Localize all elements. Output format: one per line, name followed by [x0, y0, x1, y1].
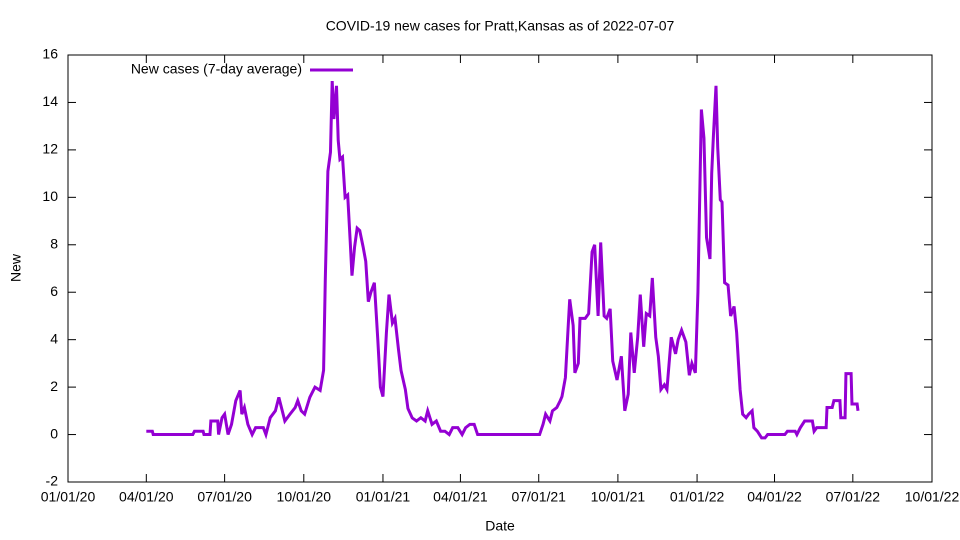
x-tick-label: 07/01/20 [197, 489, 252, 505]
y-tick-label: 2 [50, 378, 58, 394]
y-tick-label: 8 [50, 235, 58, 251]
x-tick-label: 10/01/20 [277, 489, 332, 505]
x-tick-label: 04/01/22 [747, 489, 802, 505]
x-tick-label: 07/01/21 [511, 489, 566, 505]
legend-label: New cases (7-day average) [131, 61, 302, 77]
y-tick-label: 16 [42, 46, 58, 62]
y-tick-label: 12 [42, 141, 58, 157]
x-tick-label: 01/01/20 [41, 489, 96, 505]
x-tick-label: 10/01/22 [905, 489, 960, 505]
x-tick-label: 01/01/21 [356, 489, 411, 505]
plot-frame [67, 54, 933, 483]
x-tick-label: 07/01/22 [826, 489, 881, 505]
y-tick-label: 0 [50, 425, 58, 441]
chart-title: COVID-19 new cases for Pratt,Kansas as o… [326, 18, 675, 34]
x-axis-label: Date [485, 518, 515, 534]
y-tick-label: -2 [46, 473, 59, 489]
data-line [146, 81, 860, 440]
x-tick-label: 01/01/22 [670, 489, 725, 505]
y-axis-label: New [8, 253, 24, 282]
y-tick-label: 14 [42, 93, 58, 109]
y-tick-label: 6 [50, 283, 58, 299]
y-tick-label: 10 [42, 188, 58, 204]
x-tick-label: 04/01/21 [433, 489, 488, 505]
x-tick-label: 10/01/21 [591, 489, 646, 505]
y-tick-label: 4 [50, 330, 58, 346]
x-tick-label: 04/01/20 [119, 489, 174, 505]
